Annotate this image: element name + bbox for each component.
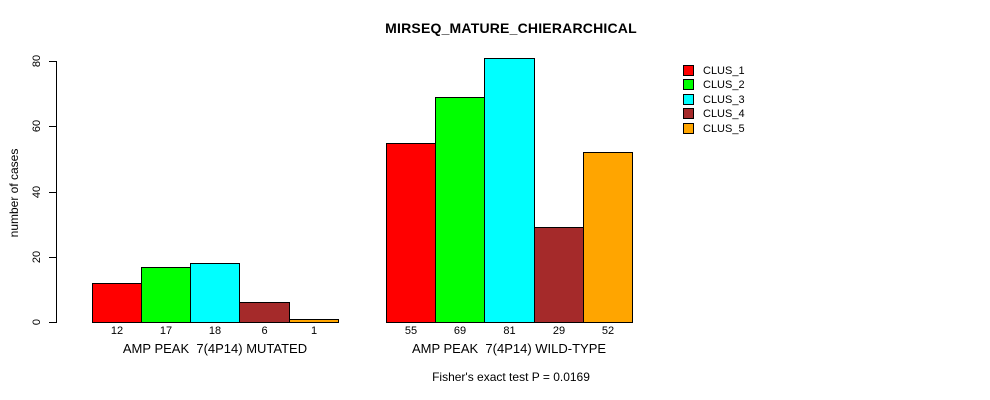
bar-value-label: 6 xyxy=(261,325,268,337)
x-group-label-mutated: AMP PEAK 7(4P14) MUTATED xyxy=(122,341,308,356)
bar-clus_3-group1 xyxy=(190,263,240,323)
bar-value-label: 17 xyxy=(159,325,173,337)
legend-swatch-clus_2 xyxy=(683,79,694,90)
bar-clus_2-group2 xyxy=(435,97,485,323)
bar-clus_1-group2 xyxy=(386,143,436,323)
y-axis-label: number of cases xyxy=(7,148,21,238)
y-tick-label: 80 xyxy=(31,54,43,68)
legend-swatch-clus_3 xyxy=(683,94,694,105)
y-tick-label: 40 xyxy=(31,185,43,199)
y-tick-label: 20 xyxy=(31,250,43,264)
bar-clus_1-group1 xyxy=(92,283,142,323)
bar-clus_3-group2 xyxy=(484,58,535,323)
bar-value-label: 69 xyxy=(453,325,467,337)
legend-swatch-clus_4 xyxy=(683,108,694,119)
legend-label: CLUS_3 xyxy=(703,94,745,106)
x-group-label-wildtype: AMP PEAK 7(4P14) WILD-TYPE xyxy=(411,341,607,356)
bar-value-label: 18 xyxy=(208,325,222,337)
legend-swatch-clus_1 xyxy=(683,65,694,76)
legend-swatch-clus_5 xyxy=(683,123,694,134)
bar-value-label: 12 xyxy=(110,325,124,337)
legend-label: CLUS_2 xyxy=(703,79,745,91)
bar-clus_5-group1 xyxy=(289,319,339,323)
y-tick-label: 60 xyxy=(31,119,43,133)
bar-value-label: 55 xyxy=(404,325,418,337)
bar-value-label: 1 xyxy=(310,325,318,337)
pvalue-annotation: Fisher's exact test P = 0.0169 xyxy=(432,370,590,384)
y-tick-mark xyxy=(49,257,56,258)
bar-clus_4-group1 xyxy=(239,302,290,323)
bar-value-label: 81 xyxy=(503,325,516,337)
legend-label: CLUS_4 xyxy=(703,108,745,120)
y-tick-mark xyxy=(49,192,56,193)
y-tick-mark xyxy=(49,126,56,127)
bar-value-label: 52 xyxy=(601,325,615,337)
bar-clus_5-group2 xyxy=(583,152,633,323)
y-tick-label: 0 xyxy=(31,318,43,326)
legend-label: CLUS_5 xyxy=(703,123,745,135)
y-axis-line xyxy=(56,61,57,323)
y-tick-mark xyxy=(49,61,56,62)
bar-clus_2-group1 xyxy=(141,267,191,323)
chart-title: MIRSEQ_MATURE_CHIERARCHICAL xyxy=(385,20,637,36)
y-tick-mark xyxy=(49,322,56,323)
bar-clus_4-group2 xyxy=(534,227,584,323)
bar-value-label: 29 xyxy=(552,325,566,337)
legend-label: CLUS_1 xyxy=(703,65,745,77)
